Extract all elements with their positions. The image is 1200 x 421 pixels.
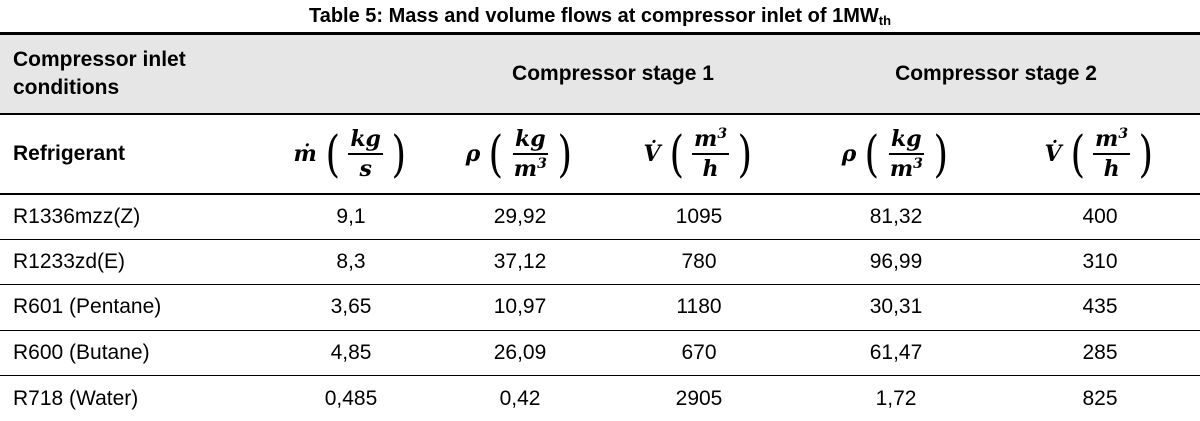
table-row: R718 (Water) 0,485 0,42 2905 1,72 825: [0, 376, 1200, 421]
symbol-exp: 3: [1118, 125, 1129, 142]
cell-density-stage-2: 30,31: [792, 284, 1001, 331]
symbol-num: kg: [348, 125, 383, 155]
cell-volume-flow-stage-2: 310: [1000, 239, 1200, 286]
cell-refrigerant: R600 (Butane): [0, 330, 268, 377]
cell-volume-flow-stage-1: 670: [606, 330, 793, 377]
symbol-volume-flow-stage-1: V̇ ( m3 h ): [606, 113, 793, 195]
symbol-var: ρ: [465, 140, 481, 167]
cell-mass-flow: 3,65: [268, 284, 434, 331]
table-row: R600 (Butane) 4,85 26,09 670 61,47 285: [0, 330, 1200, 377]
symbol-volume-flow-stage-2: V̇ ( m3 h ): [1000, 113, 1200, 195]
cell-mass-flow: 9,1: [268, 193, 434, 240]
cell-volume-flow-stage-1: 1180: [606, 284, 793, 331]
symbol-num: m: [1095, 125, 1119, 152]
cell-refrigerant: R1336mzz(Z): [0, 193, 268, 240]
cell-volume-flow-stage-2: 285: [1000, 330, 1200, 377]
cell-refrigerant: R1233zd(E): [0, 239, 268, 286]
cell-volume-flow-stage-2: 825: [1082, 386, 1118, 410]
symbol-exp: 3: [537, 155, 547, 172]
header-empty: [268, 32, 434, 115]
symbol-exp: 3: [913, 155, 923, 172]
cell-density-stage-1: 29,92: [434, 193, 606, 240]
symbol-var: V̇: [1044, 140, 1062, 167]
table-row: R601 (Pentane) 3,65 10,97 1180 30,31 435: [0, 284, 1200, 331]
table-row: R1336mzz(Z) 9,1 29,92 1095 81,32 400: [0, 193, 1200, 240]
symbol-var: ρ: [841, 140, 857, 167]
symbol-den: m: [513, 155, 538, 182]
symbol-num: kg: [889, 125, 924, 155]
caption-text: Table 5: Mass and volume flows at compre…: [308, 5, 879, 27]
cell-density-stage-1: 10,97: [434, 284, 606, 331]
header-conditions: Compressor inlet conditions: [0, 32, 268, 115]
table-row: R1233zd(E) 8,3 37,12 780 96,99 310: [0, 239, 1200, 286]
header-group-row: Compressor inlet conditions Compressor st…: [0, 32, 1200, 115]
cell-density-stage-2: 1,72: [875, 386, 917, 410]
symbol-density-stage-2: ρ ( kg m3 ): [792, 113, 1001, 195]
caption-subscript: th: [878, 13, 892, 28]
symbol-num: m: [694, 125, 718, 152]
symbol-exp: 3: [717, 125, 728, 142]
cell-mass-flow: 0,485: [324, 386, 378, 410]
header-stage-1: Compressor stage 1: [434, 32, 793, 115]
cell-density-stage-2: 81,32: [792, 193, 1001, 240]
cell-density-stage-1: 37,12: [434, 239, 606, 286]
symbol-den: m: [889, 155, 914, 182]
cell-density-stage-2: 96,99: [792, 239, 1001, 286]
header-refrigerant: Refrigerant: [0, 113, 268, 195]
header-symbol-row: Refrigerant ṁ ( kg s ) ρ ( kg m3 ): [0, 113, 1200, 195]
cell-refrigerant: R601 (Pentane): [0, 284, 268, 331]
symbol-density-stage-1: ρ ( kg m3 ): [434, 113, 606, 195]
symbol-var: V̇: [643, 140, 661, 167]
cell-volume-flow-stage-1: 2905: [675, 386, 723, 410]
header-stage-2: Compressor stage 2: [792, 32, 1200, 115]
symbol-num: kg: [512, 125, 548, 155]
symbol-den: h: [1103, 155, 1120, 182]
cell-density-stage-1: 26,09: [434, 330, 606, 377]
cell-mass-flow: 8,3: [268, 239, 434, 286]
cell-volume-flow-stage-2: 435: [1000, 284, 1200, 331]
cell-density-stage-1: 0,42: [499, 386, 541, 410]
cell-volume-flow-stage-2: 400: [1000, 193, 1200, 240]
cell-volume-flow-stage-1: 1095: [606, 193, 793, 240]
cell-volume-flow-stage-1: 780: [606, 239, 793, 286]
cell-density-stage-2: 61,47: [792, 330, 1001, 377]
symbol-den: s: [359, 155, 372, 182]
symbol-var: ṁ: [293, 140, 317, 167]
symbol-den: h: [702, 155, 719, 182]
cell-mass-flow: 4,85: [268, 330, 434, 377]
cell-refrigerant: R718 (Water): [13, 386, 139, 410]
table-caption: Table 5: Mass and volume flows at compre…: [0, 0, 1200, 32]
flows-table: Compressor inlet conditions Compressor st…: [0, 32, 1200, 421]
symbol-mass-flow: ṁ ( kg s ): [268, 113, 434, 195]
header-conditions-line1: Compressor inlet: [13, 47, 186, 71]
header-conditions-line2: conditions: [13, 75, 120, 99]
